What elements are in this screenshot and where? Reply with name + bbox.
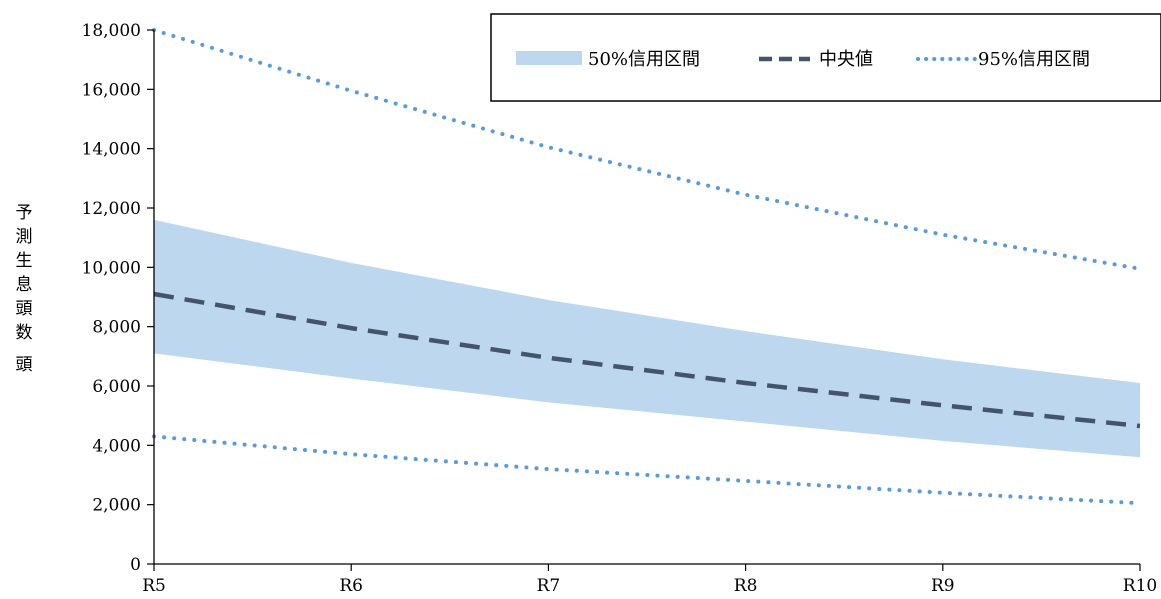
y-tick-label: 2,000 — [92, 496, 141, 516]
y-axis-label-char: 数 — [16, 323, 33, 343]
y-tick-label: 12,000 — [82, 199, 141, 219]
x-tick-label: R10 — [1123, 576, 1157, 596]
band-layer — [154, 219, 1140, 458]
y-tick-label: 6,000 — [92, 377, 141, 397]
y-tick-label: 14,000 — [82, 140, 141, 160]
y-axis-label-char: 頭 — [16, 355, 33, 375]
x-tick-label: R9 — [931, 576, 955, 596]
y-tick-label: 18,000 — [82, 21, 141, 41]
legend-label-band: 50%信用区間 — [588, 49, 700, 70]
legend-box — [490, 13, 1161, 102]
legend-swatch-band — [516, 51, 582, 65]
y-axis-label-char: 息 — [16, 275, 33, 295]
x-tick-label: R6 — [339, 576, 363, 596]
tick-labels: 0 2,000 4,000 6,000 8,000 10,000 12,000 14,000 1… — [82, 21, 1158, 596]
y-axis-label-char: 予 — [16, 203, 33, 223]
band-50-credible-interval — [154, 219, 1140, 458]
series-line-median — [153, 291, 1141, 429]
y-tick-label: 0 — [130, 555, 141, 575]
axes — [147, 29, 1141, 571]
y-tick-label: 4,000 — [92, 436, 141, 456]
series-line-95-lower — [152, 434, 1142, 506]
y-tick-label: 10,000 — [82, 258, 141, 278]
y-axis-label-char: 生 — [16, 251, 33, 271]
series-line-95-upper — [152, 28, 1142, 271]
y-axis-label-char: 頭 — [16, 299, 33, 319]
legend-label-median: 中央値 — [819, 49, 873, 70]
y-tick-label: 8,000 — [92, 318, 141, 338]
x-tick-label: R8 — [734, 576, 758, 596]
line-layer — [152, 28, 1142, 506]
legend-label-95: 95%信用区間 — [978, 49, 1090, 70]
x-tick-label: R5 — [142, 576, 166, 596]
x-tick-label: R7 — [537, 576, 561, 596]
y-tick-label: 16,000 — [82, 80, 141, 100]
y-axis-label-char: 測 — [16, 227, 33, 247]
legend: 50%信用区間 中央値 95%信用区間 — [490, 13, 1161, 102]
